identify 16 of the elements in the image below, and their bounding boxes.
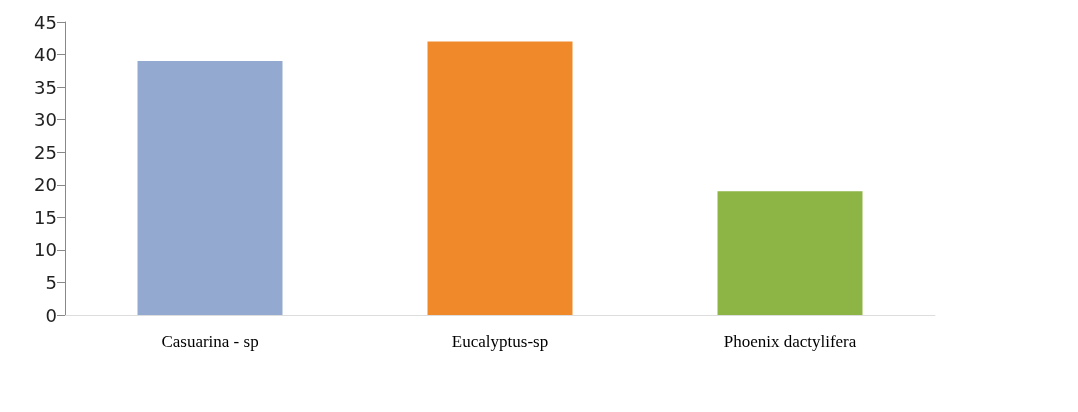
x-tick-label: Phoenix dactylifera [723, 332, 857, 351]
y-tick-label: 30 [34, 109, 57, 131]
y-tick-label: 20 [34, 174, 57, 196]
bar [717, 191, 863, 315]
bar [137, 61, 283, 315]
y-tick-label: 35 [34, 76, 57, 98]
y-tick-label: 10 [34, 239, 57, 261]
x-tick-label: Eucalyptus-sp [451, 332, 549, 351]
y-tick-label: 15 [34, 206, 57, 228]
x-tick-label: Casuarina - sp [161, 332, 259, 351]
y-tick-label: 5 [45, 271, 57, 293]
y-tick-label: 45 [34, 11, 57, 33]
y-tick-label: 40 [34, 44, 57, 66]
y-tick-label: 0 [45, 304, 57, 326]
y-tick-label: 25 [34, 141, 57, 163]
bar [427, 41, 573, 315]
